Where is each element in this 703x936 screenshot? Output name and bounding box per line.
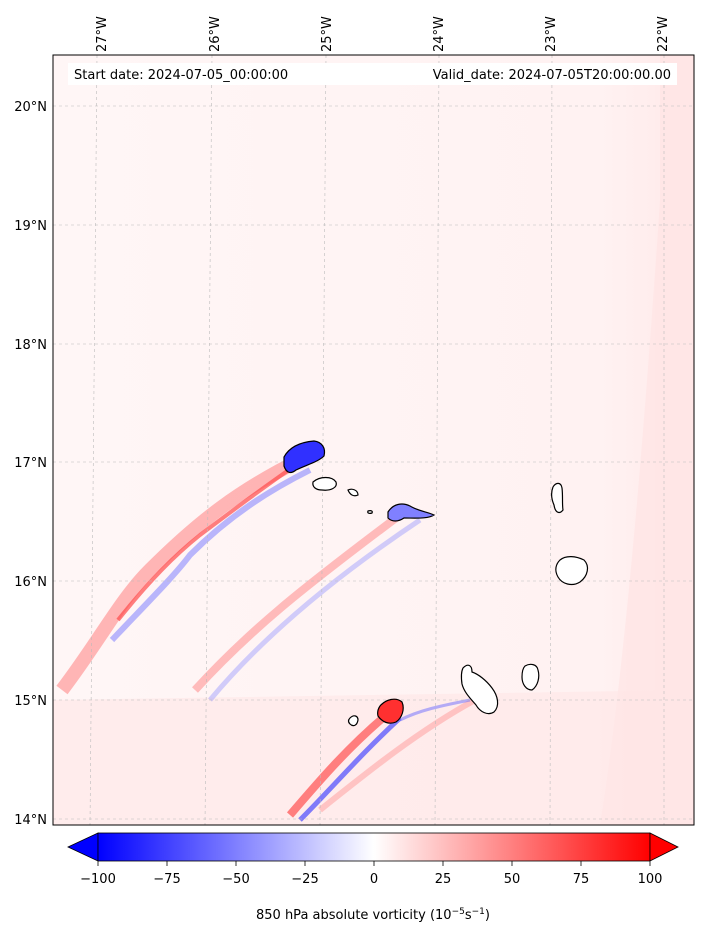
vorticity-streak-negative-2: [208, 517, 422, 702]
lon-label-23w: 23°W: [544, 16, 559, 52]
vorticity-streak-negative-3: [298, 716, 402, 822]
lon-label-24w: 24°W: [432, 16, 447, 52]
annotation-box: [68, 63, 677, 85]
colorbar-extend-min: [67, 832, 99, 862]
colorbar-label-end: ): [485, 908, 490, 923]
lat-label-16n: 16°N: [14, 575, 47, 590]
vorticity-streak-positive-4: [318, 697, 477, 813]
lon-label-25w: 25°W: [320, 16, 335, 52]
colorbar-tick-label: 25: [435, 872, 452, 887]
latitude-labels: 20°N 19°N 18°N 17°N 16°N 15°N 14°N: [14, 100, 47, 828]
colorbar-extend-max: [649, 832, 679, 862]
island-sao-nicolau: [387, 503, 436, 522]
colorbar-tick-label: 50: [504, 872, 521, 887]
island-raso: [367, 510, 373, 514]
lon-label-26w: 26°W: [208, 16, 223, 52]
vorticity-streak-negative-1: [109, 467, 312, 643]
colorbar: −100 −75 −50 −25 0 25 50 75 100 850 hPa absolute…: [67, 832, 679, 923]
lat-label-19n: 19°N: [14, 219, 47, 234]
colorbar-tick-label: −75: [153, 872, 180, 887]
colorbar-label-main: 850 hPa absolute vorticity (10: [256, 908, 452, 923]
colorbar-tick-label: −50: [222, 872, 249, 887]
colorbar-tick-label: 0: [370, 872, 378, 887]
island-fogo: [377, 698, 404, 724]
lat-label-17n: 17°N: [14, 456, 47, 471]
colorbar-tick-label: −25: [291, 872, 318, 887]
colorbar-label: 850 hPa absolute vorticity (10−5s−1): [256, 907, 490, 923]
lon-label-22w: 22°W: [656, 16, 671, 52]
island-sao-vicente: [312, 476, 337, 491]
island-santiago: [460, 664, 499, 715]
lat-label-15n: 15°N: [14, 694, 47, 709]
longitude-labels: 27°W 26°W 25°W 24°W 23°W 22°W: [95, 16, 671, 52]
vorticity-streak-positive-2: [192, 511, 403, 693]
map-panel: Start date: 2024-07-05_00:00:00 Valid_da…: [14, 16, 695, 828]
lat-label-20n: 20°N: [14, 100, 47, 115]
island-sal: [551, 482, 564, 514]
start-date-label: Start date: 2024-07-05_00:00:00: [74, 68, 288, 83]
colorbar-tick-label: 100: [638, 872, 663, 887]
valid-date-label: Valid_date: 2024-07-05T20:00:00.00: [433, 68, 671, 83]
coastlines: [283, 440, 589, 727]
lat-label-18n: 18°N: [14, 338, 47, 353]
island-maio: [521, 663, 540, 691]
pink-wash-east: [600, 55, 694, 825]
lon-label-27w: 27°W: [95, 16, 110, 52]
island-boa-vista: [555, 556, 589, 586]
vorticity-field: [53, 55, 694, 825]
colorbar-tick-label: −100: [80, 872, 116, 887]
colorbar-tick-label: 75: [573, 872, 590, 887]
colorbar-body: [97, 832, 651, 862]
island-santo-antao: [283, 440, 326, 474]
colorbar-ticks: −100 −75 −50 −25 0 25 50 75 100: [80, 861, 662, 887]
island-brava: [347, 715, 359, 727]
map-frame: [52, 54, 695, 826]
colorbar-label-exp1: −5: [452, 907, 465, 917]
colorbar-label-mid: s: [465, 908, 472, 923]
vorticity-streak-positive-1: [56, 453, 304, 695]
pink-wash-south: [53, 690, 694, 825]
gridlines: [53, 55, 694, 825]
vorticity-streak-positive-3: [286, 708, 393, 818]
colorbar-label-exp2: −1: [472, 907, 485, 917]
island-santa-luzia: [347, 488, 359, 497]
vorticity-streak-positive-1-core: [116, 460, 302, 622]
lat-label-14n: 14°N: [14, 813, 47, 828]
vorticity-streak-blue-4: [399, 698, 471, 722]
